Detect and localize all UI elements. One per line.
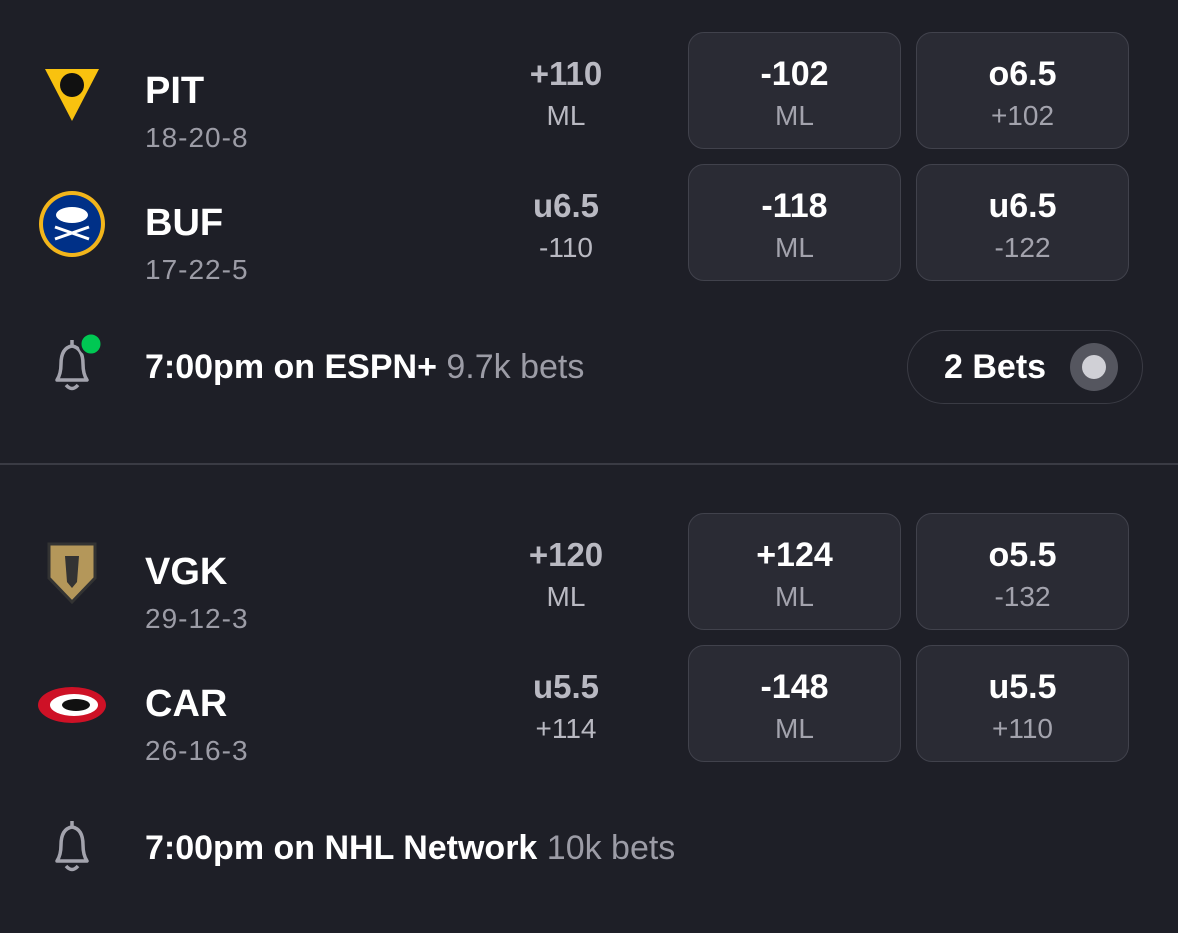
game-time: 7:00pm on ESPN+	[145, 348, 437, 386]
odds-button[interactable]: -102 ML	[688, 32, 901, 149]
bet-count: 10k bets	[546, 829, 676, 867]
odds-label: -132	[994, 581, 1051, 612]
bell-icon[interactable]	[37, 811, 107, 881]
odds-label: ML	[775, 713, 814, 744]
odds-label: ML	[775, 232, 814, 263]
odds-label: ML	[775, 581, 814, 612]
open-line-bottom: ML	[546, 581, 586, 612]
odds-label: +110	[992, 713, 1053, 744]
team-record: 17-22-5	[145, 254, 249, 285]
odds-button[interactable]: o6.5 +102	[916, 32, 1129, 149]
odds-button[interactable]: +124 ML	[688, 513, 901, 630]
open-line-bottom: +114	[535, 713, 597, 744]
bets-badge[interactable]: 2 Bets	[907, 330, 1143, 404]
open-line-bottom: ML	[546, 100, 586, 131]
team-record: 18-20-8	[145, 122, 249, 153]
odds-button[interactable]: o5.5 -132	[916, 513, 1129, 630]
bell-icon[interactable]	[37, 330, 107, 400]
team-abbr: BUF	[145, 202, 224, 244]
odds-label: +102	[990, 100, 1055, 131]
odds-button[interactable]: u5.5 +110	[916, 645, 1129, 762]
odds-label: -122	[994, 232, 1051, 263]
odds-button[interactable]: -148 ML	[688, 645, 901, 762]
open-line-top: u6.5	[532, 187, 600, 224]
open-line-top: u5.5	[532, 668, 600, 705]
odds-value: u5.5	[988, 668, 1057, 706]
bets-badge-label: 2 Bets	[944, 348, 1047, 386]
team-abbr: VGK	[145, 551, 228, 593]
open-line-top: +110	[529, 55, 603, 92]
team-abbr: PIT	[145, 70, 205, 112]
team-logo	[39, 191, 105, 257]
odds-value: o6.5	[988, 55, 1057, 93]
odds-value: u6.5	[988, 187, 1057, 225]
odds-value: -102	[760, 55, 829, 93]
odds-label: ML	[775, 100, 814, 131]
bet-count: 9.7k bets	[446, 348, 585, 386]
odds-button[interactable]: u6.5 -122	[916, 164, 1129, 281]
team-logo	[45, 69, 99, 121]
odds-button[interactable]: -118 ML	[688, 164, 901, 281]
divider	[0, 463, 1178, 465]
team-logo	[47, 542, 97, 605]
odds-value: +124	[756, 536, 833, 574]
odds-value: -118	[761, 187, 828, 225]
odds-value: o5.5	[988, 536, 1057, 574]
open-line-top: +120	[528, 536, 604, 573]
team-abbr: CAR	[145, 683, 228, 725]
odds-value: -148	[760, 668, 829, 706]
game-time: 7:00pm on NHL Network	[145, 829, 538, 867]
open-line-bottom: -110	[539, 232, 593, 263]
team-logo	[38, 687, 106, 723]
team-record: 26-16-3	[145, 735, 249, 766]
bets-badge-dot	[1082, 355, 1106, 379]
game-info: 7:00pm on NHL Network 10k bets	[145, 829, 675, 868]
bets-badge-icon	[1070, 343, 1118, 391]
team-record: 29-12-3	[145, 603, 249, 634]
game-info: 7:00pm on ESPN+ 9.7k bets	[145, 348, 584, 387]
